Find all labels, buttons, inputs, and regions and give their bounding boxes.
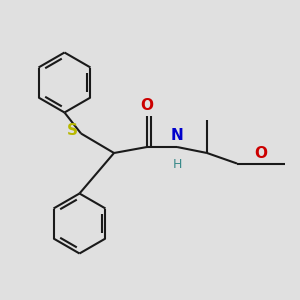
Text: O: O (254, 146, 268, 160)
Text: O: O (140, 98, 154, 112)
Text: N: N (171, 128, 183, 143)
Text: H: H (173, 158, 182, 171)
Text: S: S (67, 123, 77, 138)
